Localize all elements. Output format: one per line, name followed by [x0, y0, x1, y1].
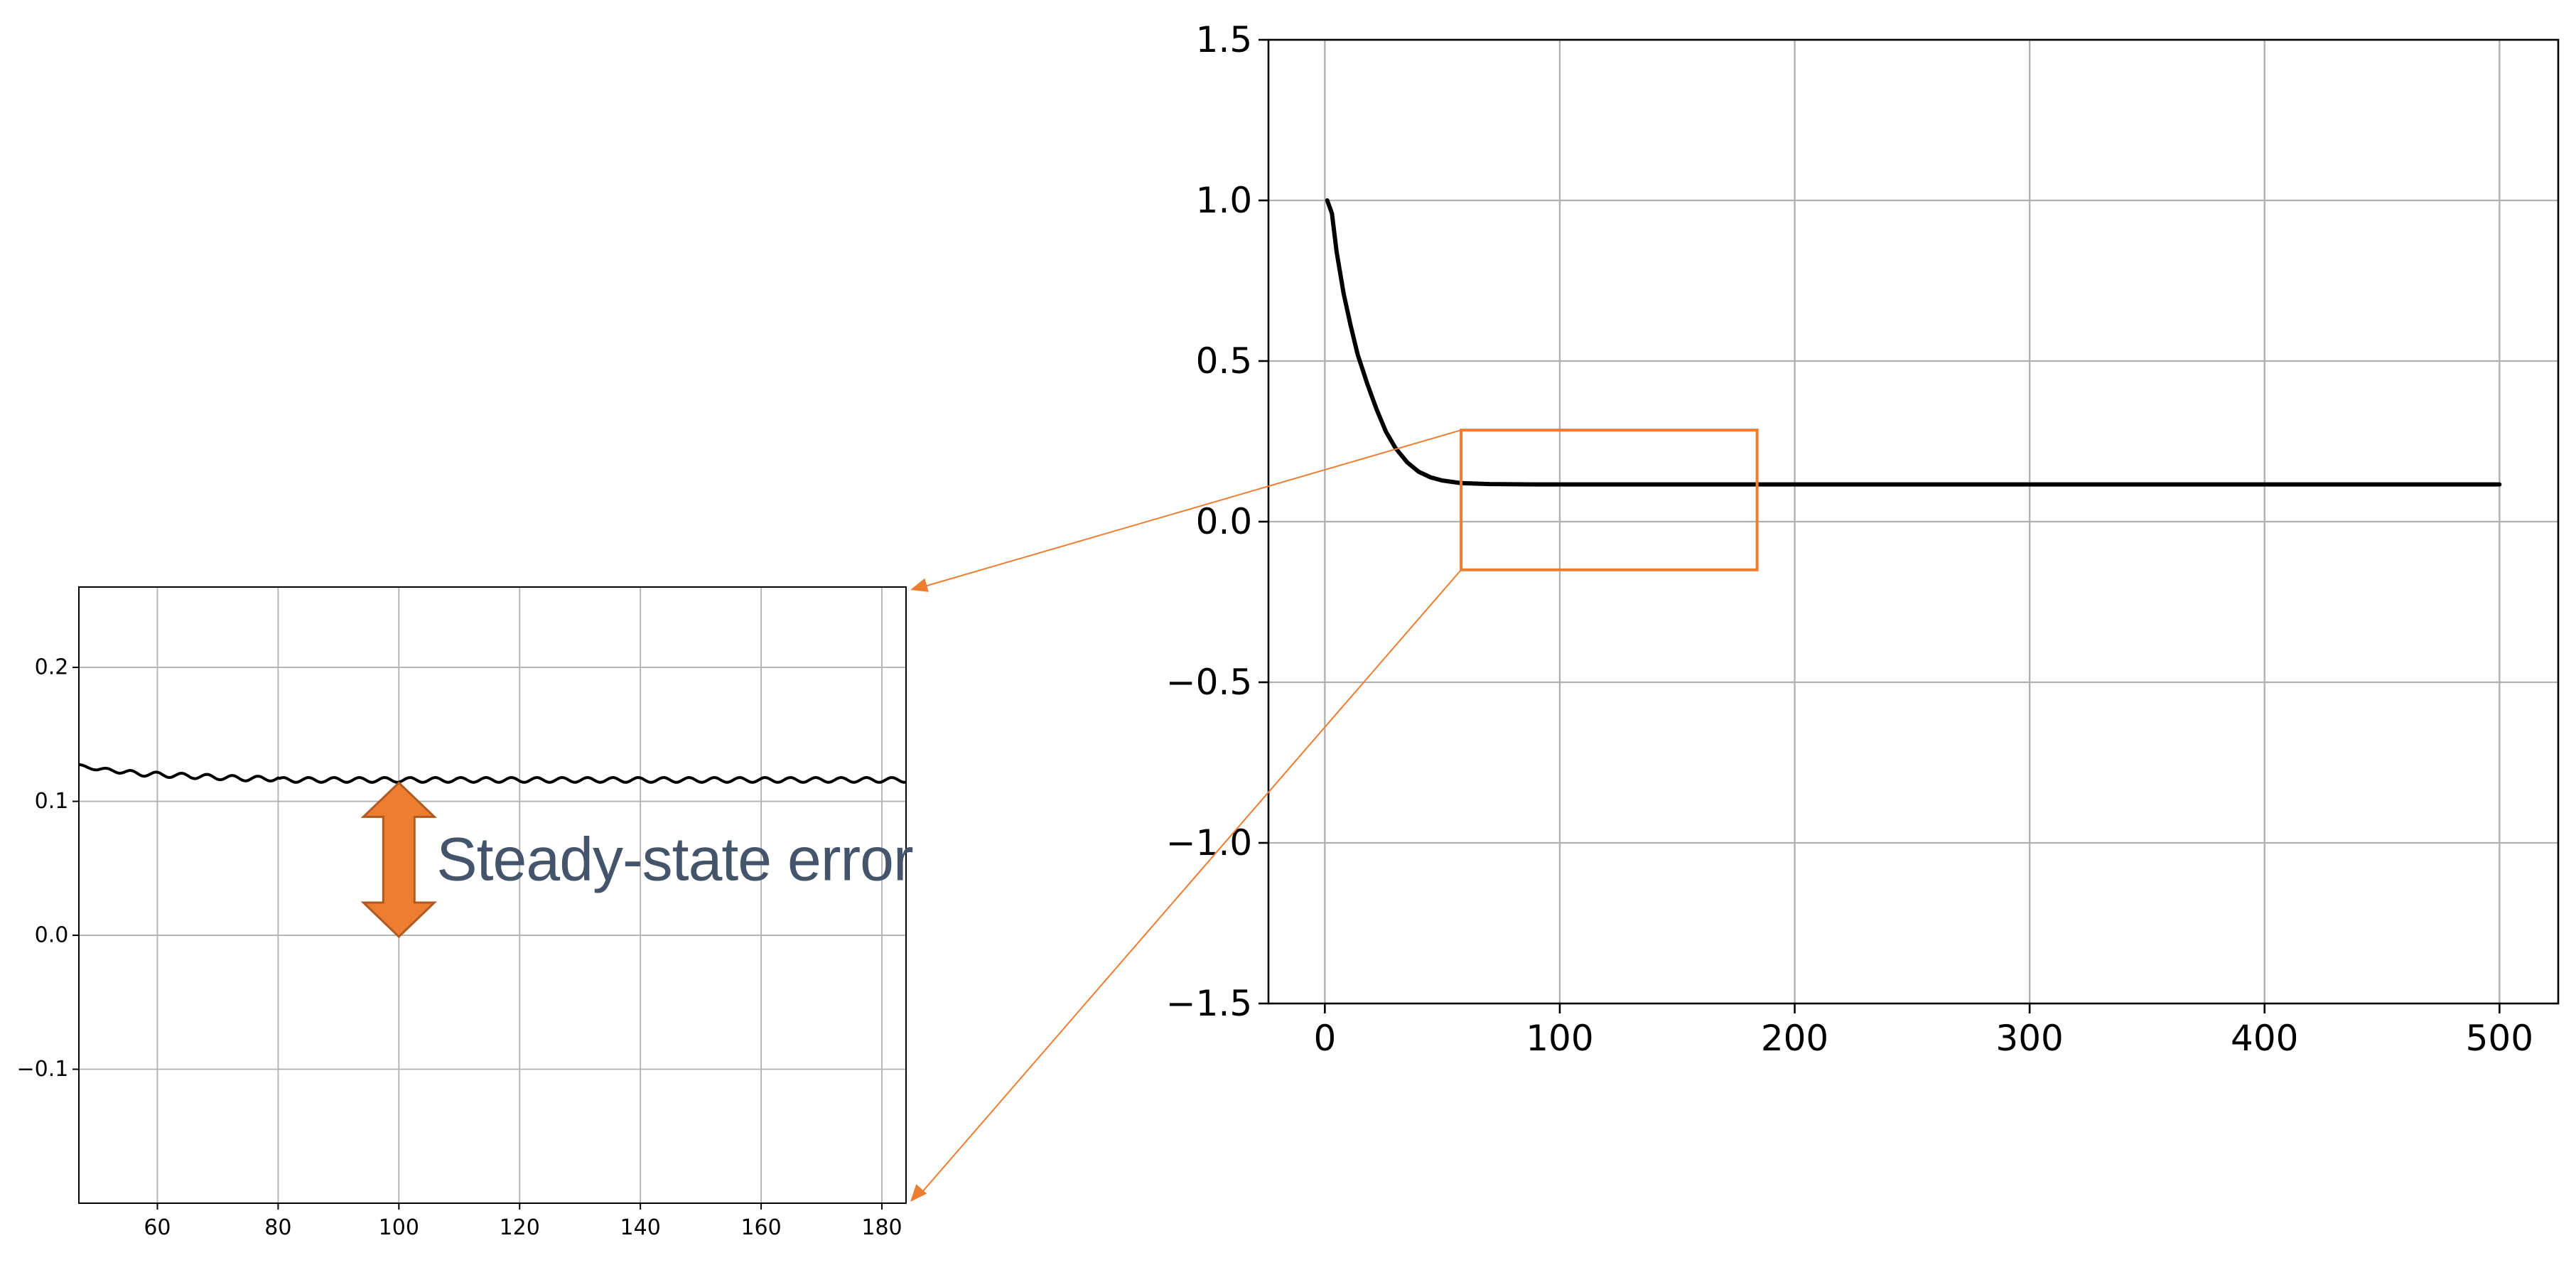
- main-ytick-label: 1.5: [1196, 19, 1253, 60]
- inset-xtick-label: 120: [500, 1215, 540, 1240]
- main-xtick-label: 300: [1995, 1018, 2063, 1059]
- main-chart: 0 100 200 300 400 500 −1.5 −1.0 −0.5 0.0 0.5 1.0 1.5: [1166, 19, 2560, 1059]
- main-series-line: [1325, 198, 2502, 487]
- main-ytick-label: −1.0: [1166, 822, 1252, 863]
- inset-ytick-label: 0.1: [35, 789, 69, 814]
- main-ytick-label: 0.5: [1196, 340, 1253, 382]
- steady-state-error-arrow: [360, 781, 438, 939]
- main-plot-frame: [1267, 38, 2560, 1005]
- connector-line-bottom: [917, 569, 1462, 1198]
- main-xtick-label: 500: [2466, 1018, 2533, 1059]
- inset-xtick-label: 160: [740, 1215, 781, 1240]
- steady-state-error-label: Steady-state error: [436, 826, 913, 894]
- inset-xtick-label: 140: [620, 1215, 661, 1240]
- connector-line-top: [917, 429, 1462, 589]
- zoom-connectors: [910, 429, 1462, 1202]
- main-xtick-label: 0: [1313, 1018, 1336, 1059]
- main-ytick-label: 0.0: [1196, 501, 1253, 542]
- main-ytick-label: −1.5: [1166, 983, 1252, 1024]
- inset-xtick-label: 80: [264, 1215, 291, 1240]
- inset-ytick-label: 0.2: [35, 655, 69, 680]
- inset-chart: 60 80 100 120 140 160 180 −0.1 0.0 0.1 0.2 Steady-s…: [17, 586, 914, 1240]
- main-xtick-label: 200: [1761, 1018, 1828, 1059]
- zoom-box: [1460, 429, 1759, 571]
- main-xtick-label: 400: [2231, 1018, 2298, 1059]
- inset-xtick-label: 60: [144, 1215, 171, 1240]
- inset-ytick-label: 0.0: [35, 923, 69, 948]
- inset-ytick-label: −0.1: [17, 1057, 69, 1082]
- main-ytick-label: −0.5: [1166, 662, 1252, 703]
- inset-plot-frame: [78, 586, 907, 1204]
- connector-arrowhead-top: [910, 578, 929, 592]
- main-xtick-label: 100: [1526, 1018, 1593, 1059]
- main-ytick-label: 1.0: [1196, 180, 1253, 221]
- inset-series-line: [78, 763, 907, 784]
- connector-arrowhead-bottom: [910, 1184, 927, 1202]
- inset-xtick-label: 180: [861, 1215, 902, 1240]
- inset-xtick-label: 100: [379, 1215, 419, 1240]
